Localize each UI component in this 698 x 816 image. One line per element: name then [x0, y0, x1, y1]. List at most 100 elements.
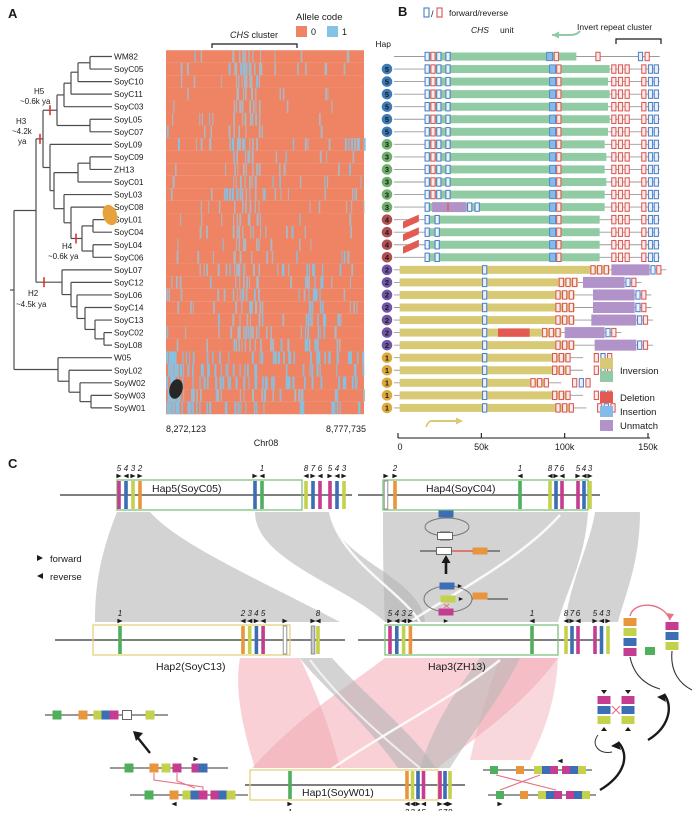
allele-stripe: [167, 401, 169, 415]
allele-stripe: [316, 338, 319, 352]
allele-stripe: [209, 401, 212, 415]
allele-stripe: [334, 401, 336, 415]
allele-stripe: [251, 326, 254, 339]
allele-stripe: [168, 351, 171, 365]
allele-stripe: [315, 288, 318, 302]
allele-stripe: [225, 363, 227, 377]
allele-stripe: [347, 251, 350, 264]
hap-badge: [381, 189, 393, 200]
allele-stripe: [232, 50, 235, 63]
chs-gene-box-reverse: [603, 265, 609, 275]
chs-gene-box-reverse: [611, 89, 617, 99]
panel-c-label: C: [8, 456, 18, 471]
allele-stripe: [255, 175, 257, 189]
gene-bar-5: [593, 626, 597, 654]
allele-stripe: [324, 175, 326, 189]
allele-stripe: [262, 188, 264, 201]
allele-stripe: [195, 401, 198, 415]
inset-block-magenta: [438, 608, 454, 616]
chs-gene-box-reverse: [641, 202, 647, 212]
allele-stripe: [168, 401, 171, 415]
chs-gene-box-forward: [647, 102, 654, 112]
allele-stripe: [336, 351, 339, 365]
forward-arrow-head-icon: [456, 417, 463, 425]
gene-direction-arrow: [287, 801, 293, 807]
hap-badge-number: 3: [385, 153, 389, 162]
gene-direction-arrow: [117, 618, 123, 624]
allele-stripe: [258, 163, 261, 176]
allele-stripe: [168, 363, 171, 377]
allele-stripe: [282, 263, 285, 277]
allele-stripe: [244, 112, 247, 126]
allele-stripe: [203, 376, 206, 390]
axis-tick-label: 0: [397, 442, 402, 452]
synteny-ribbon-gray: [300, 658, 436, 768]
chs-gene-box-reverse: [565, 365, 571, 375]
allele-stripe: [248, 326, 250, 339]
allele-stripe: [199, 112, 201, 126]
tree-tip-label: SoyL02: [114, 365, 143, 375]
allele-stripe: [232, 313, 234, 327]
allele-stripe: [235, 62, 238, 76]
allele-stripe: [171, 363, 174, 377]
chs-gene-box-forward: [653, 89, 659, 99]
allele-stripe: [226, 188, 229, 201]
allele-stripe: [362, 351, 365, 365]
chs-gene-box-reverse: [556, 177, 562, 187]
haplotype-name-label: Hap5(SoyC05): [152, 483, 221, 495]
chs-gene-box-insertion: [549, 89, 557, 99]
gene-number: 3: [401, 609, 406, 618]
chs-gene-box-reverse: [656, 265, 662, 275]
chs-gene-box-reverse: [644, 51, 650, 62]
allele-stripe: [277, 263, 279, 277]
allele-stripe: [288, 351, 291, 365]
inset-block-yellowgreen: [582, 791, 590, 799]
haplotype-bar-normal: [424, 240, 600, 249]
allele-stripe: [166, 125, 169, 139]
allele-stripe: [229, 188, 232, 201]
allele-stripe: [239, 188, 242, 201]
allele-stripe: [258, 238, 260, 252]
hap-badge: [381, 390, 393, 401]
curved-arrow: [599, 741, 626, 792]
inset-block-magenta: [109, 710, 119, 720]
allele-stripe: [229, 138, 232, 151]
allele-stripe: [272, 175, 274, 189]
allele-stripe: [304, 225, 306, 239]
allele-stripe: [192, 301, 194, 314]
haplotype-name-label: Hap3(ZH13): [428, 661, 486, 673]
tree-tip-label: WM82: [114, 52, 138, 62]
gene-bar-4: [124, 481, 128, 509]
allele-stripe: [176, 251, 179, 264]
reverse-direction-arrow-icon: [552, 30, 581, 36]
chs-gene-box-reverse: [641, 139, 647, 150]
allele-stripe: [286, 225, 288, 239]
allele-stripe: [272, 389, 275, 402]
deletion-mark: [403, 239, 419, 254]
allele-stripe: [355, 188, 357, 201]
allele-stripe: [299, 175, 302, 189]
allele-stripe: [299, 401, 301, 415]
allele-0-swatch: [296, 26, 307, 37]
gene-bar-8: [448, 771, 452, 799]
allele-stripe: [296, 251, 298, 264]
heatmap-row: [166, 301, 364, 314]
allele-stripe: [235, 301, 238, 314]
allele-stripe: [288, 338, 290, 352]
inset-block-magenta: [665, 622, 679, 630]
hap-badge: [381, 327, 393, 338]
allele-stripe: [279, 175, 281, 189]
gene-direction-arrow: [401, 618, 407, 624]
axis-tick-label: 150k: [638, 442, 658, 452]
gene-number: 1: [260, 464, 264, 473]
chs-gene-box-reverse: [430, 64, 436, 74]
hap-badge: [381, 339, 393, 351]
hap-badge-number: 3: [385, 203, 389, 212]
inset-block-blue: [439, 582, 455, 590]
allele-stripe: [244, 363, 246, 377]
allele-stripe: [351, 263, 354, 277]
panel-b-row: 3: [381, 164, 660, 175]
chs-unit-rest: unit: [500, 25, 514, 35]
allele-stripe: [324, 188, 326, 201]
chs-gene-box-forward: [647, 240, 654, 250]
